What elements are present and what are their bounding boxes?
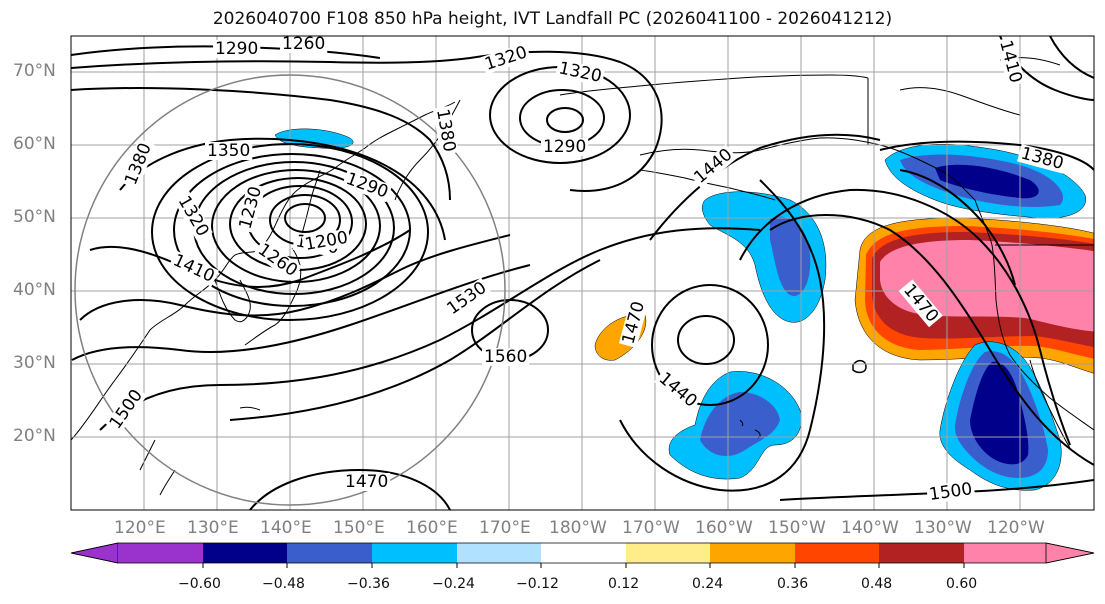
svg-text:1290: 1290 (543, 137, 586, 157)
svg-text:1260: 1260 (282, 34, 325, 54)
shade-tiny-1 (852, 359, 867, 374)
colorbar (70, 542, 1095, 568)
colorbar-segment (372, 543, 457, 563)
svg-text:1290: 1290 (215, 39, 258, 59)
colorbar-tick-label: 0.48 (861, 576, 893, 592)
contour-1470-south (249, 468, 451, 510)
svg-text:1350: 1350 (207, 141, 250, 161)
contour-cp-low-2 (651, 284, 769, 406)
landfall-radius-circle (74, 74, 506, 506)
coast-baja (1029, 359, 1071, 449)
lon-label: 160°W (695, 518, 753, 538)
colorbar-segment (879, 543, 964, 563)
contour-low-8 (151, 143, 429, 321)
lat-label: 30°N (13, 353, 56, 373)
colorbar-tick-label: −0.12 (516, 576, 559, 592)
coast-aleutians (639, 169, 776, 201)
contour-1410 (89, 229, 411, 288)
svg-text:1470: 1470 (345, 472, 388, 492)
lon-label: 130°W (914, 518, 972, 538)
lat-label: 60°N (13, 134, 56, 154)
coast-alaska-north (559, 74, 869, 96)
colorbar-tick-label: 0.12 (608, 576, 640, 592)
colorbar-tick-label: −0.48 (262, 576, 305, 592)
lon-label: 170°E (479, 518, 531, 538)
colorbar-segment (203, 543, 287, 563)
contour-1380 (119, 137, 446, 241)
svg-text:1560: 1560 (484, 347, 527, 367)
contour-1530 (229, 259, 601, 421)
contour-1470-west (71, 264, 531, 361)
lon-label: 120°E (114, 518, 166, 538)
colorbar-extend-high (1045, 542, 1095, 564)
contour-np-low-1 (546, 107, 584, 133)
coast-japan (244, 247, 302, 346)
contour-1380-ne (879, 140, 1094, 171)
colorbar-outline (70, 542, 1095, 564)
colorbar-segment (541, 543, 626, 563)
lon-label: 130°E (187, 518, 239, 538)
contour-1500 (99, 227, 761, 431)
contour-label: 1380 (1017, 144, 1068, 174)
colorbar-segment (287, 543, 372, 563)
coast-asia (71, 101, 456, 441)
colorbar-segment (710, 543, 795, 563)
lon-label: 140°W (841, 518, 899, 538)
lat-label: 40°N (13, 280, 56, 300)
contour-label: 1260 (280, 34, 328, 54)
contour-1350-top (71, 87, 451, 201)
contour-1470-ne (739, 188, 1071, 446)
contour-1440-gulf (899, 169, 1016, 286)
coast-canada-border (867, 78, 1094, 246)
contour-label: 1470 (343, 472, 391, 492)
colorbar-tick-label: −0.24 (432, 576, 475, 592)
colorbar-tick-label: 0.60 (946, 576, 978, 592)
colorbar-segment (118, 543, 203, 563)
colorbar-segment (964, 543, 1046, 563)
colorbar-tick-label: −0.60 (178, 576, 221, 592)
colorbar-tick-label: 0.24 (692, 576, 724, 592)
colorbar-tick-label: −0.36 (347, 576, 390, 592)
contour-1500-ne (769, 214, 1094, 466)
shade-blue-north-central-inner (770, 216, 811, 296)
colorbar-tick-label: 0.36 (777, 576, 809, 592)
colorbar-segment (457, 543, 541, 563)
coast-philippines (139, 439, 176, 496)
contour-label: 1290 (541, 137, 589, 157)
coast-alaska (639, 137, 976, 201)
lon-label: 140°E (260, 518, 312, 538)
map-border (70, 35, 1095, 511)
lon-label: 180°W (549, 518, 607, 538)
shade-blue-south-central-inner (700, 392, 780, 456)
coast-korea (214, 279, 251, 323)
coast-small-isle (239, 406, 261, 411)
contour-label: 1500 (926, 479, 976, 505)
colorbar-segment (626, 543, 710, 563)
colorbar-segment (795, 543, 879, 563)
contour-label: 1350 (205, 141, 253, 161)
figure-title: 2026040700 F108 850 hPa height, IVT Land… (212, 9, 893, 29)
lon-label: 160°E (406, 518, 458, 538)
contour-1440-west (79, 234, 511, 321)
lat-label: 20°N (13, 426, 56, 446)
shade-gulf-alaska-core (935, 164, 1039, 199)
ivt-shading (274, 128, 1094, 491)
contour-label: 1290 (213, 39, 261, 59)
lon-label: 150°W (768, 518, 826, 538)
contour-1380-ne2 (1049, 36, 1094, 79)
lon-label: 170°W (622, 518, 680, 538)
contour-cp-trough (619, 179, 826, 492)
contour-cp-low-1 (677, 315, 735, 365)
lon-label: 150°E (333, 518, 385, 538)
contour-1440-ne (649, 133, 881, 241)
contour-label: 1560 (482, 347, 530, 367)
lat-label: 50°N (13, 207, 56, 227)
lat-label: 70°N (13, 61, 56, 81)
colorbar-extend-low (70, 542, 119, 564)
contour-low-1 (284, 203, 326, 233)
lon-label: 120°W (987, 518, 1045, 538)
